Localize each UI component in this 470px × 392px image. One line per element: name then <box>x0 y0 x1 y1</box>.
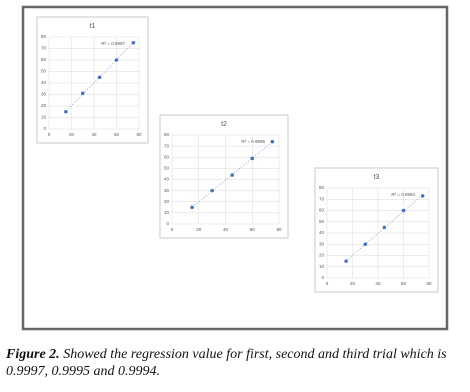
y-tick-label: 60 <box>164 154 170 159</box>
point <box>401 208 406 213</box>
y-tick-label: 70 <box>41 46 47 51</box>
y-tick-label: 10 <box>319 264 325 269</box>
y-tick-label: 50 <box>164 166 170 171</box>
point <box>64 109 68 114</box>
x-tick-label: 40 <box>91 132 97 137</box>
r-squared-label: R² = 0.9997 <box>101 41 125 46</box>
x-tick-label: 80 <box>426 281 432 286</box>
y-tick-label: 0 <box>321 275 324 280</box>
x-tick-label: 80 <box>136 132 142 137</box>
y-tick-label: 80 <box>41 34 47 39</box>
point <box>114 58 119 62</box>
point <box>363 242 368 247</box>
r-squared-label: R² = 0.9994 <box>391 192 415 197</box>
chart-title: t1 <box>90 23 96 30</box>
chart-box <box>159 114 289 239</box>
y-tick-label: 20 <box>164 199 170 204</box>
y-tick-label: 80 <box>164 132 170 137</box>
point <box>382 225 387 230</box>
y-tick-label: 30 <box>164 188 170 193</box>
x-tick-label: 20 <box>196 227 202 232</box>
x-tick-label: 60 <box>114 132 120 137</box>
y-tick-label: 20 <box>319 253 325 258</box>
point <box>230 173 234 177</box>
x-tick-label: 80 <box>276 227 282 232</box>
r-squared-label: R² = 0.9995 <box>241 139 265 144</box>
x-tick-label: 0 <box>326 281 329 286</box>
y-tick-label: 40 <box>41 80 47 85</box>
x-tick-label: 60 <box>401 281 407 286</box>
x-tick-label: 0 <box>171 227 174 232</box>
point <box>250 156 255 161</box>
x-tick-label: 40 <box>223 227 229 232</box>
y-tick-label: 10 <box>164 210 170 215</box>
point <box>97 75 102 80</box>
y-tick-label: 60 <box>319 208 325 213</box>
caption-label: Figure 2. <box>6 347 60 362</box>
point <box>131 40 136 45</box>
point <box>420 194 425 198</box>
y-tick-label: 80 <box>319 185 325 190</box>
chart-box <box>36 16 149 144</box>
y-tick-label: 60 <box>41 57 47 62</box>
point <box>344 259 348 263</box>
y-tick-label: 40 <box>319 230 325 235</box>
caption: Figure 2. Showed the regression value fo… <box>6 346 466 380</box>
point <box>190 205 194 210</box>
figure: t1 0 10 20 30 40 50 60 70 80 0 20 40 60 80 R² = 0.9997 t… <box>21 5 449 331</box>
point <box>270 139 275 144</box>
chart-box <box>314 167 439 293</box>
point <box>210 188 214 193</box>
y-tick-label: 70 <box>319 196 325 201</box>
y-tick-label: 0 <box>43 126 46 131</box>
chart-title: t2 <box>221 121 227 128</box>
x-tick-label: 40 <box>375 281 381 286</box>
point <box>80 91 85 96</box>
y-tick-label: 70 <box>164 143 170 148</box>
y-tick-label: 30 <box>41 92 47 97</box>
x-tick-label: 20 <box>69 132 75 137</box>
x-tick-label: 20 <box>350 281 356 286</box>
y-tick-label: 50 <box>319 219 325 224</box>
x-tick-label: 60 <box>250 227 256 232</box>
x-tick-label: 0 <box>48 132 51 137</box>
y-tick-label: 20 <box>41 103 47 108</box>
y-tick-label: 30 <box>319 241 325 246</box>
caption-text: Showed the regression value for first, s… <box>6 347 447 379</box>
trendline <box>345 194 423 261</box>
chart-title: t3 <box>374 174 380 181</box>
y-tick-label: 40 <box>164 177 170 182</box>
y-tick-label: 50 <box>41 69 47 74</box>
y-tick-label: 0 <box>166 221 169 226</box>
y-tick-label: 10 <box>41 115 47 120</box>
